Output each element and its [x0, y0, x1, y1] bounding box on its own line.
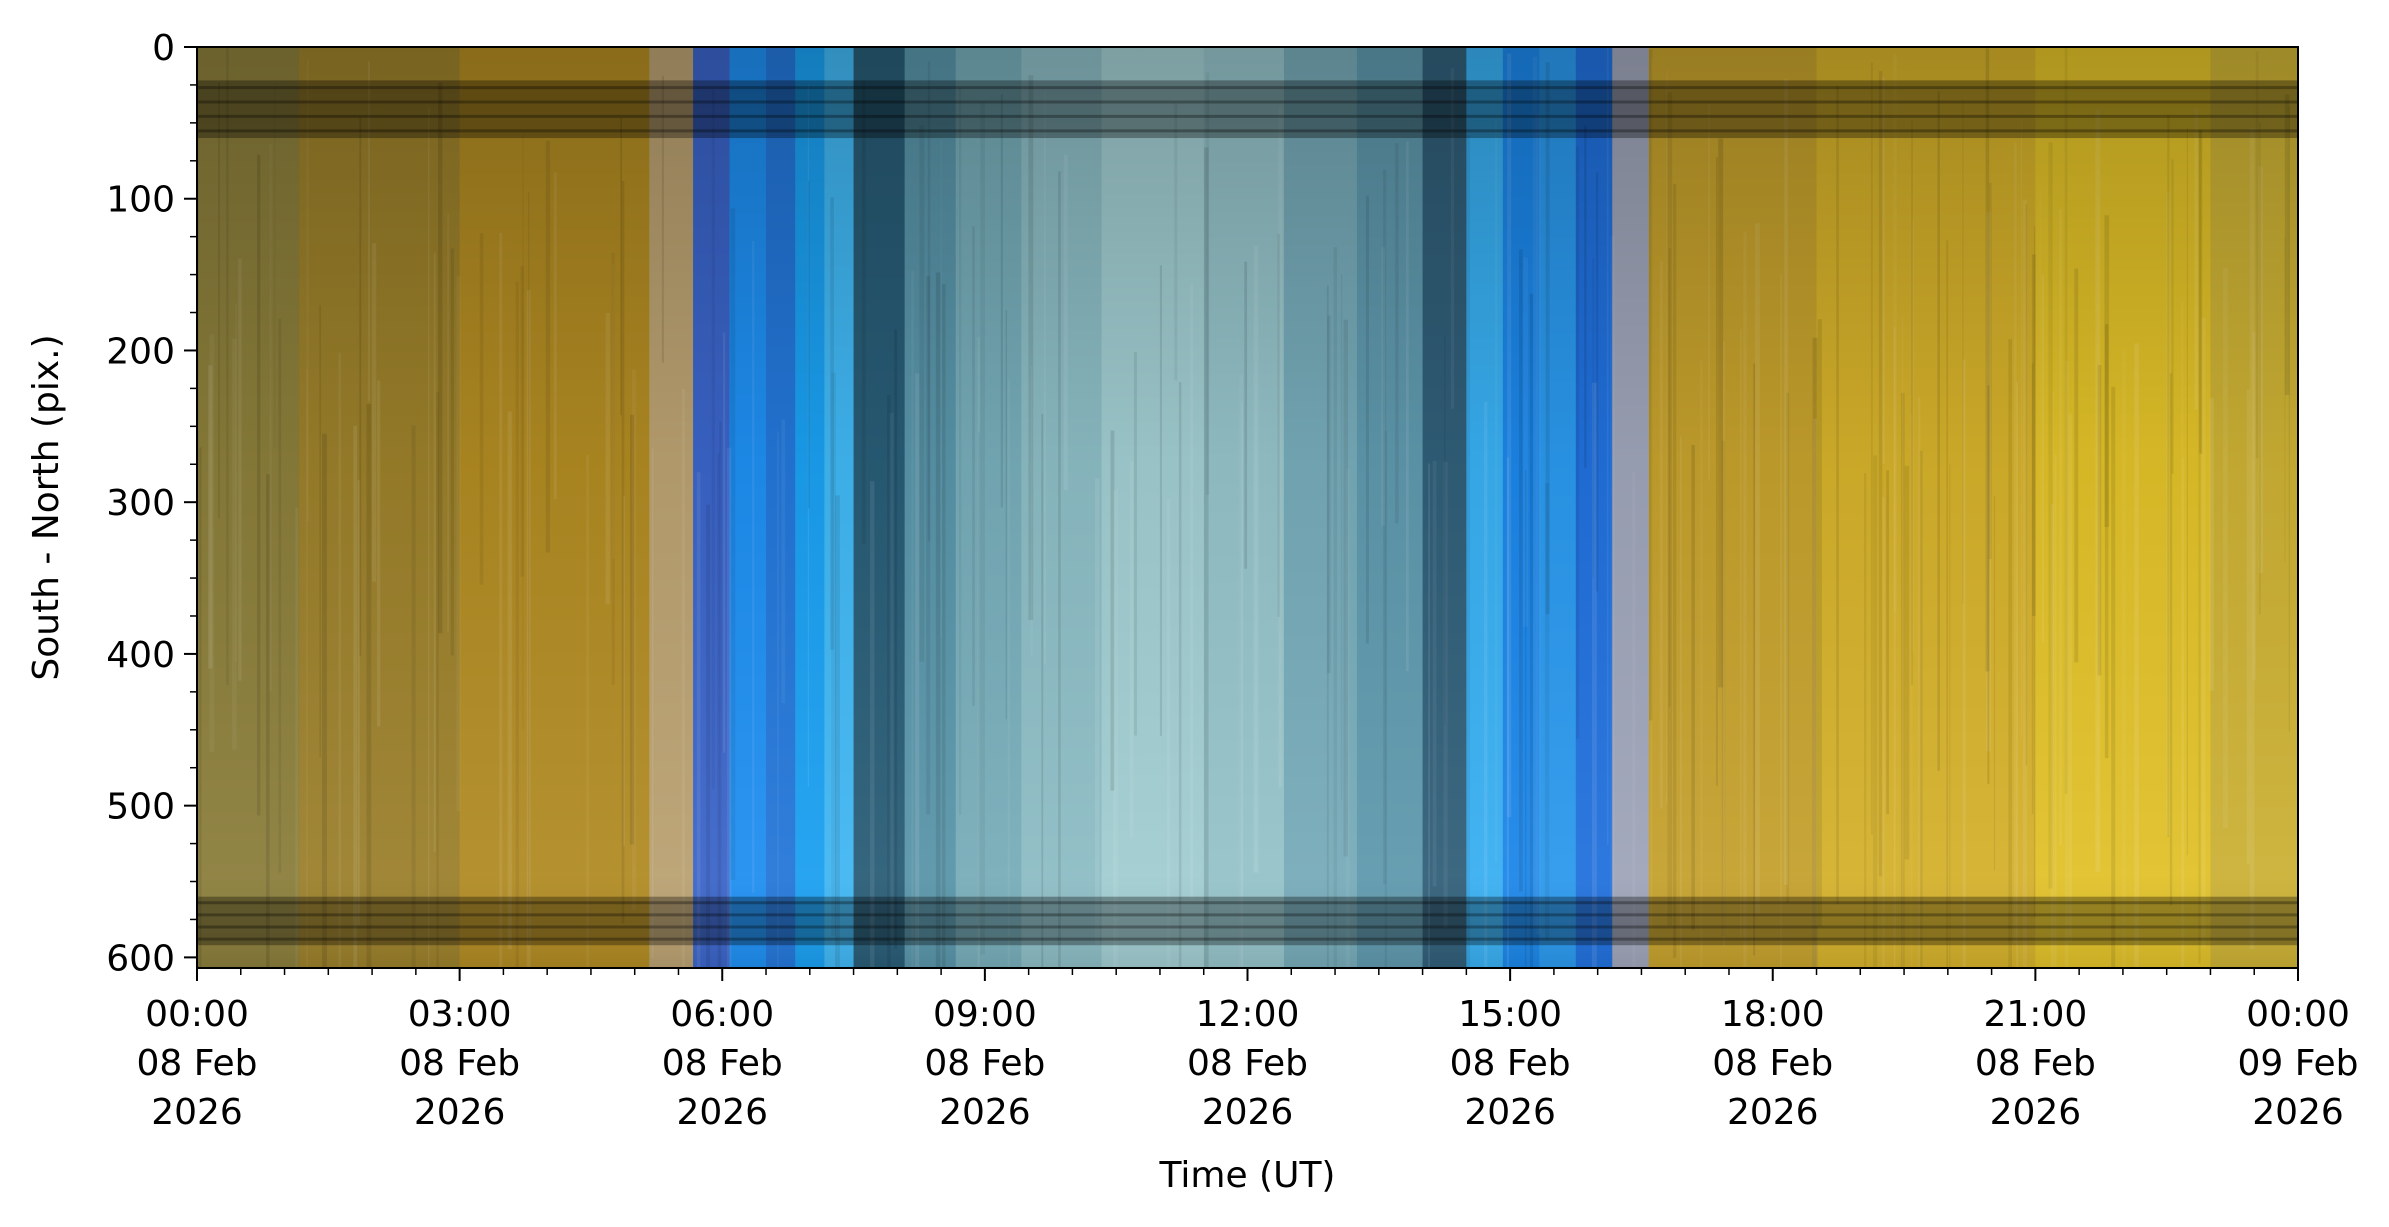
x-tick-label: 2026: [414, 1092, 506, 1133]
x-tick-label: 08 Feb: [137, 1043, 258, 1084]
x-tick-label: 00:00: [145, 994, 249, 1035]
keogram-image: [197, 47, 2298, 968]
x-tick-label: 09 Feb: [2238, 1043, 2359, 1084]
y-tick-label: 500: [106, 787, 175, 828]
x-tick-label: 15:00: [1458, 994, 1562, 1035]
x-tick-label: 08 Feb: [399, 1043, 520, 1084]
x-tick-label: 08 Feb: [1187, 1043, 1308, 1084]
x-tick-label: 2026: [1990, 1092, 2082, 1133]
x-tick-label: 00:00: [2246, 994, 2350, 1035]
dark-rows: [197, 80, 2298, 946]
y-axis: 0 100 200 300 400 500 600: [106, 28, 197, 979]
x-axis: 00:00 08 Feb 2026 03:00 08 Feb 2026 06:00 08 Fe…: [137, 968, 2359, 1133]
x-tick-label: 08 Feb: [662, 1043, 783, 1084]
y-axis-label: South - North (pix.): [26, 334, 67, 680]
x-tick-label: 18:00: [1721, 994, 1825, 1035]
x-tick-label: 08 Feb: [1975, 1043, 2096, 1084]
x-tick-label: 03:00: [408, 994, 512, 1035]
x-tick-label: 21:00: [1984, 994, 2088, 1035]
x-tick-label: 2026: [1202, 1092, 1294, 1133]
x-tick-label: 08 Feb: [1450, 1043, 1571, 1084]
x-axis-label: Time (UT): [1159, 1155, 1336, 1196]
x-tick-label: 09:00: [933, 994, 1037, 1035]
x-tick-label: 12:00: [1196, 994, 1300, 1035]
dark-row-0: [197, 80, 2298, 139]
x-tick-label: 2026: [151, 1092, 243, 1133]
x-tick-label: 2026: [1464, 1092, 1556, 1133]
x-tick-label: 06:00: [670, 994, 774, 1035]
x-tick-label: 2026: [676, 1092, 768, 1133]
y-tick-label: 600: [106, 938, 175, 979]
x-tick-label: 08 Feb: [1712, 1043, 1833, 1084]
x-tick-label: 08 Feb: [924, 1043, 1045, 1084]
y-tick-label: 200: [106, 331, 175, 372]
dark-row-1: [197, 896, 2298, 946]
y-tick-label: 300: [106, 483, 175, 524]
y-tick-label: 0: [152, 28, 175, 69]
x-tick-label: 2026: [2252, 1092, 2344, 1133]
y-tick-label: 100: [106, 180, 175, 221]
x-tick-label: 2026: [939, 1092, 1031, 1133]
x-tick-label: 2026: [1727, 1092, 1819, 1133]
vertical-shading: [197, 47, 2298, 968]
y-tick-label: 400: [106, 635, 175, 676]
